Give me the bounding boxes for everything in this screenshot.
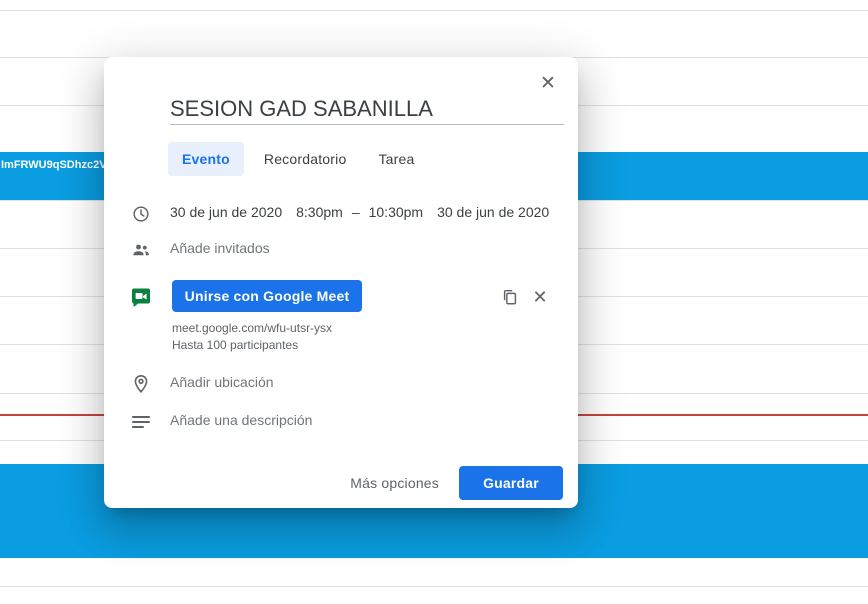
close-icon: ✕ <box>540 73 556 94</box>
meet-capacity: Hasta 100 participantes <box>172 338 299 352</box>
copy-icon <box>501 288 519 306</box>
people-icon <box>130 239 152 261</box>
dialog-close-button[interactable]: ✕ <box>534 70 562 98</box>
end-time[interactable]: 10:30pm <box>368 204 424 220</box>
google-meet-icon <box>130 286 152 308</box>
hour-grid-line <box>0 586 868 587</box>
location-pin-icon <box>130 373 152 395</box>
guests-row: Añade invitados <box>104 239 578 261</box>
event-type-tabs: Evento Recordatorio Tarea <box>168 142 434 176</box>
add-guests-field[interactable]: Añade invitados <box>170 240 270 256</box>
save-button[interactable]: Guardar <box>459 466 563 500</box>
event-title-input[interactable] <box>170 93 564 125</box>
copy-meet-link-button[interactable] <box>498 285 522 309</box>
add-location-field[interactable]: Añadir ubicación <box>170 374 274 390</box>
event-create-dialog: ✕ Evento Recordatorio Tarea 30 de jun de… <box>104 57 578 508</box>
event-bar-label: ImFRWU9qSDhzc2V <box>1 159 105 171</box>
remove-meet-button[interactable]: ✕ <box>528 285 552 309</box>
start-date[interactable]: 30 de jun de 2020 <box>170 204 283 220</box>
add-description-field[interactable]: Añade una descripción <box>170 412 313 428</box>
description-row: Añade una descripción <box>104 411 578 433</box>
meet-link: meet.google.com/wfu-utsr-ysx <box>172 321 333 335</box>
start-time[interactable]: 8:30pm <box>296 204 343 220</box>
datetime-row: 30 de jun de 2020 8:30pm – 10:30pm 30 de… <box>104 203 578 225</box>
description-icon <box>130 411 152 433</box>
meet-row: Unirse con Google Meet ✕ meet.google.com… <box>104 280 578 370</box>
tab-recordatorio[interactable]: Recordatorio <box>252 142 359 176</box>
join-meet-button[interactable]: Unirse con Google Meet <box>172 280 362 312</box>
time-separator: – <box>351 204 360 220</box>
dialog-footer: Más opciones Guardar <box>334 466 563 500</box>
tab-tarea[interactable]: Tarea <box>366 142 426 176</box>
remove-meet-icon: ✕ <box>532 286 548 307</box>
hour-grid-line <box>0 10 868 11</box>
location-row: Añadir ubicación <box>104 373 578 395</box>
clock-icon <box>130 203 152 225</box>
end-date[interactable]: 30 de jun de 2020 <box>437 204 550 220</box>
tab-evento[interactable]: Evento <box>168 142 244 176</box>
more-options-button[interactable]: Más opciones <box>334 467 455 499</box>
